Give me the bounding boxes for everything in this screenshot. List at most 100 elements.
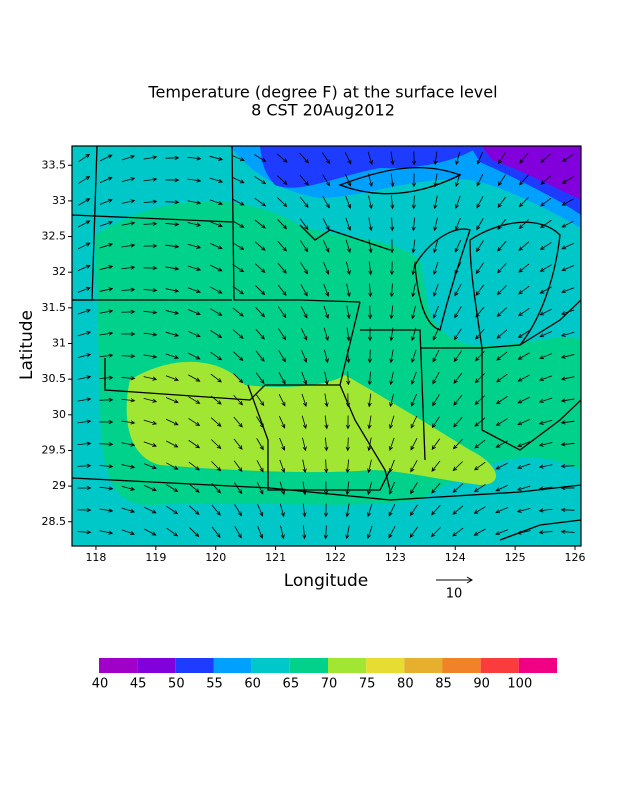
wind-arrow (452, 527, 464, 537)
wind-arrow (539, 353, 553, 360)
wind-arrow (166, 484, 179, 492)
wind-arrow (144, 528, 157, 536)
wind-arrow (256, 438, 264, 451)
wind-arrow (498, 152, 506, 165)
wind-arrow (187, 265, 202, 271)
wind-arrow (121, 420, 136, 425)
wind-arrow (210, 351, 223, 361)
wind-arrow (165, 222, 180, 227)
colorbar-label: 85 (435, 677, 452, 692)
wind-arrow (323, 283, 330, 297)
wind-arrow (561, 176, 574, 184)
wind-arrow (345, 173, 352, 187)
y-tick-label: 29.5 (42, 443, 67, 456)
wind-arrow (301, 349, 308, 363)
wind-arrow (324, 459, 329, 474)
wind-arrow (121, 442, 136, 447)
wind-arrow (77, 485, 92, 491)
wind-arrow (77, 331, 92, 337)
wind-arrow (411, 239, 416, 254)
wind-arrow (497, 240, 507, 252)
wind-arrow (165, 375, 179, 382)
wind-arrow (410, 415, 418, 429)
wind-arrow (560, 485, 575, 491)
wind-arrow (538, 486, 553, 491)
wind-arrow (233, 460, 243, 472)
wind-arrow (323, 261, 330, 275)
wind-arrow (143, 243, 158, 249)
wind-arrow (99, 198, 113, 205)
boundary (72, 214, 233, 223)
wind-vectors (77, 151, 575, 540)
wind-arrow (517, 441, 531, 448)
chart-subtitle: 8 CST 20Aug2012 (251, 101, 395, 120)
colorbar-label: 50 (168, 677, 185, 692)
colorbar-box (328, 658, 367, 673)
wind-arrow (121, 485, 136, 491)
wind-arrow (476, 240, 484, 253)
wind-arrow (232, 242, 245, 250)
wind-arrow (324, 349, 329, 364)
wind-arrow (322, 196, 330, 209)
colorbar-box (442, 658, 481, 673)
wind-arrow (495, 440, 508, 448)
wind-arrow (276, 175, 288, 185)
x-tick-label: 122 (325, 551, 346, 564)
wind-arrow (453, 350, 463, 363)
wind-arrow (322, 152, 331, 165)
wind-arrow (475, 328, 485, 340)
wind-arrow (165, 331, 180, 337)
wind-arrow (165, 266, 180, 271)
wind-arrow (496, 373, 508, 383)
wind-arrow (210, 286, 223, 294)
colorbar-box (99, 658, 138, 673)
wind-arrow (256, 416, 264, 429)
wind-arrow (561, 287, 575, 294)
boundary (481, 399, 581, 451)
wind-arrow (99, 220, 113, 227)
wind-arrow (560, 398, 575, 403)
wind-arrow (121, 529, 135, 536)
wind-arrow (433, 261, 439, 276)
wind-arrow (518, 241, 530, 251)
wind-arrow (165, 288, 180, 293)
wind-arrow (232, 220, 245, 228)
wind-arrow (539, 242, 552, 251)
wind-arrow (143, 376, 158, 381)
wind-arrow (367, 415, 372, 430)
wind-arrow (453, 328, 462, 341)
wind-arrow (234, 526, 242, 539)
wind-arrow (121, 155, 136, 161)
wind-arrow (143, 177, 158, 182)
wind-arrow (346, 327, 351, 342)
wind-arrow (187, 178, 202, 183)
wind-arrow (560, 420, 575, 425)
wind-arrow (495, 418, 508, 426)
wind-arrow (539, 375, 553, 382)
wind-arrow (540, 197, 552, 207)
wind-arrow (433, 217, 438, 232)
wind-arrow (411, 151, 417, 166)
wind-arrow (345, 217, 351, 232)
wind-arrow (165, 155, 180, 161)
boundary (519, 299, 581, 346)
wind-arrow (143, 221, 158, 226)
wind-arrow (388, 481, 395, 495)
wind-arrow (78, 176, 91, 184)
wind-arrow (188, 374, 201, 382)
wind-arrow (388, 459, 395, 473)
wind-arrow (300, 262, 308, 275)
colorbar-box (175, 658, 214, 673)
wind-arrow (389, 371, 394, 386)
y-tick-label: 28.5 (42, 515, 67, 528)
wind-arrow (254, 154, 267, 162)
wind-arrow (454, 239, 462, 253)
wind-arrow (496, 307, 508, 318)
wind-arrow (517, 374, 530, 382)
wind-arrow (279, 437, 286, 451)
wind-arrow (255, 350, 265, 362)
wind-arrow (474, 439, 486, 449)
wind-arrow (189, 527, 200, 538)
wind-arrow (367, 437, 372, 452)
wind-arrow (495, 529, 509, 536)
